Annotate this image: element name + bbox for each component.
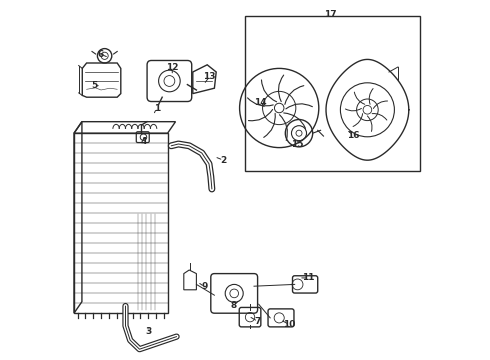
- Text: 17: 17: [324, 10, 337, 19]
- Text: 14: 14: [254, 98, 267, 107]
- Text: 16: 16: [347, 130, 359, 139]
- Text: 5: 5: [92, 81, 98, 90]
- Text: 15: 15: [291, 140, 303, 149]
- Bar: [245, 16, 419, 171]
- Text: 10: 10: [283, 320, 296, 329]
- Text: 13: 13: [203, 72, 216, 81]
- Text: 12: 12: [166, 63, 178, 72]
- Text: 11: 11: [302, 274, 315, 282]
- Text: 3: 3: [146, 328, 151, 336]
- Text: 2: 2: [220, 156, 226, 165]
- Text: 9: 9: [201, 282, 208, 292]
- Bar: [74, 133, 168, 313]
- Text: 8: 8: [230, 301, 237, 310]
- Text: 7: 7: [255, 317, 261, 326]
- Text: 6: 6: [98, 50, 104, 59]
- Text: 1: 1: [154, 104, 160, 112]
- Text: 4: 4: [140, 137, 147, 146]
